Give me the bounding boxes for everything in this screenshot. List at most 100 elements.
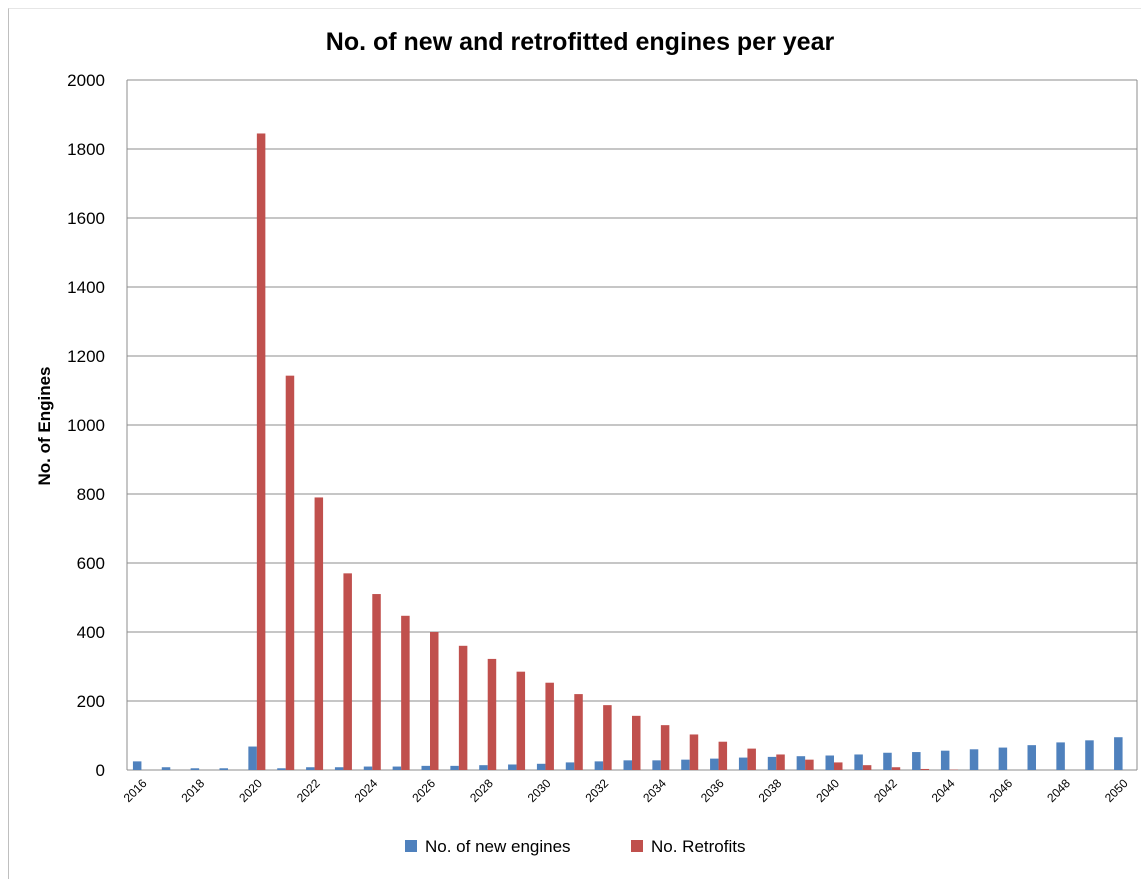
bar-new-engines (393, 767, 402, 770)
x-tick-label: 2022 (294, 776, 323, 805)
bar-new-engines (220, 768, 229, 770)
y-tick-label: 800 (77, 485, 105, 504)
y-tick-label: 1600 (67, 209, 105, 228)
x-tick-label: 2032 (582, 776, 611, 805)
bar-retrofits (343, 573, 352, 770)
legend-swatch-retrofits (631, 840, 643, 852)
y-tick-label: 600 (77, 554, 105, 573)
bar-new-engines (912, 752, 921, 770)
bar-new-engines (133, 761, 142, 770)
x-tick-label: 2020 (236, 776, 265, 805)
bar-new-engines (739, 758, 748, 770)
bar-new-engines (191, 768, 200, 770)
legend-swatch-new-engines (405, 840, 417, 852)
bar-new-engines (970, 749, 979, 770)
y-tick-label: 1200 (67, 347, 105, 366)
bar-new-engines (479, 765, 488, 770)
x-axis-ticks: 2016 2018 2020 2022 2024 2026 2028 2030 2032 2034… (121, 776, 1131, 805)
bar-new-engines (883, 753, 892, 770)
bar-retrofits (372, 594, 381, 770)
bar-retrofits (517, 672, 526, 770)
bar-retrofits (574, 694, 583, 770)
bar-retrofits (892, 767, 901, 770)
bar-new-engines (566, 762, 575, 770)
bar-retrofits (459, 646, 468, 770)
bar-retrofits (747, 749, 756, 770)
y-tick-label: 1400 (67, 278, 105, 297)
legend-label-retrofits: No. Retrofits (651, 837, 745, 856)
bar-new-engines (595, 761, 604, 770)
x-tick-label: 2038 (756, 776, 785, 805)
bar-retrofits (488, 659, 497, 770)
x-tick-label: 2040 (813, 776, 842, 805)
bar-retrofits (661, 725, 670, 770)
y-tick-label: 0 (96, 761, 105, 780)
bar-new-engines (652, 760, 661, 770)
legend: No. of new engines No. Retrofits (405, 837, 745, 856)
y-tick-label: 2000 (67, 71, 105, 90)
bar-retrofits (257, 133, 266, 770)
bar-new-engines (826, 756, 835, 770)
x-tick-label: 2016 (121, 776, 150, 805)
x-tick-label: 2042 (871, 776, 900, 805)
bar-retrofits (603, 705, 612, 770)
x-tick-label: 2018 (178, 776, 207, 805)
bar-retrofits (776, 754, 785, 770)
bar-new-engines (277, 768, 286, 770)
bar-retrofits (315, 497, 324, 770)
x-tick-label: 2024 (352, 776, 381, 805)
x-tick-label: 2026 (409, 776, 438, 805)
bar-new-engines (450, 766, 459, 770)
bar-new-engines (422, 766, 431, 770)
bar-retrofits (632, 716, 641, 770)
x-tick-label: 2036 (698, 776, 727, 805)
bar-retrofits (545, 683, 554, 770)
x-tick-label: 2034 (640, 776, 669, 805)
y-axis-ticks: 0 200 400 600 800 1000 1200 1400 1600 1800 2000 (67, 71, 105, 780)
chart-title: No. of new and retrofitted engines per y… (326, 28, 835, 56)
bar-new-engines (624, 760, 633, 770)
legend-label-new-engines: No. of new engines (425, 837, 571, 856)
bar-new-engines (162, 767, 171, 770)
bar-new-engines (508, 764, 516, 770)
bar-retrofits (719, 742, 728, 770)
x-tick-label: 2046 (986, 776, 1015, 805)
bar-new-engines (681, 760, 690, 770)
bar-new-engines (710, 759, 719, 770)
bar-new-engines (941, 751, 950, 770)
y-tick-label: 1800 (67, 140, 105, 159)
y-tick-label: 200 (77, 692, 105, 711)
y-axis-label: No. of Engines (35, 367, 54, 486)
bar-retrofits (401, 616, 410, 770)
x-tick-label: 2050 (1102, 776, 1131, 805)
bar-new-engines (1085, 740, 1094, 770)
bar-new-engines (768, 757, 777, 770)
y-tick-label: 400 (77, 623, 105, 642)
bar-new-engines (1028, 745, 1037, 770)
bar-new-engines (248, 747, 257, 770)
bar-new-engines (306, 767, 315, 770)
x-tick-label: 2048 (1044, 776, 1073, 805)
bar-new-engines (999, 748, 1008, 770)
bar-new-engines (364, 767, 373, 770)
bar-new-engines (1056, 742, 1065, 770)
bar-retrofits (863, 765, 872, 770)
bar-retrofits (286, 376, 295, 770)
bar-retrofits (805, 760, 814, 770)
x-tick-label: 2044 (929, 776, 958, 805)
bar-retrofits (430, 632, 439, 770)
y-tick-label: 1000 (67, 416, 105, 435)
bar-retrofits (690, 734, 699, 770)
bar-new-engines (797, 756, 806, 770)
gridlines (127, 80, 1137, 770)
bar-new-engines (1114, 737, 1123, 770)
bar-new-engines (854, 754, 863, 770)
bar-retrofits (921, 769, 930, 770)
bars (133, 133, 1123, 770)
bar-retrofits (834, 762, 843, 770)
bar-new-engines (335, 767, 344, 770)
x-tick-label: 2030 (525, 776, 554, 805)
bar-new-engines (537, 764, 546, 770)
x-tick-label: 2028 (467, 776, 496, 805)
